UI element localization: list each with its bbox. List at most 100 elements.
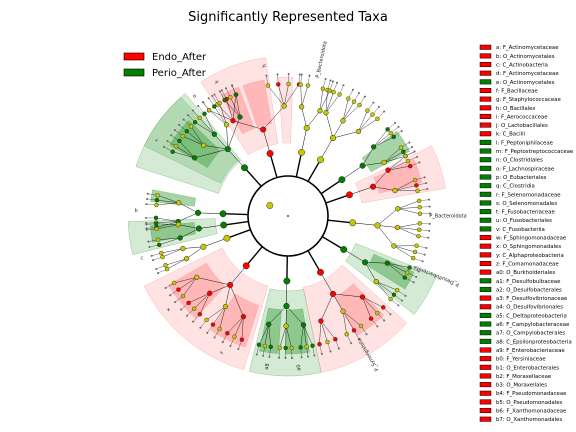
phylum-node-8 bbox=[340, 246, 348, 253]
link-of-7-0-2 bbox=[362, 296, 372, 319]
family-node-12-2-0 bbox=[365, 108, 370, 113]
family-node-7-2-1 bbox=[325, 339, 330, 345]
genus-node-6-2-0 bbox=[268, 355, 271, 358]
class-node-7 bbox=[329, 290, 337, 297]
genus-node-12-2-0 bbox=[372, 101, 375, 104]
family-node-1-3-1 bbox=[212, 104, 217, 109]
phylum-node-1 bbox=[241, 164, 248, 172]
link-of-12-1-2 bbox=[342, 104, 360, 121]
key-swatch-k bbox=[479, 131, 492, 137]
key-swatch-p bbox=[479, 174, 492, 180]
order-node-0-0 bbox=[230, 118, 236, 124]
genus-node-8-0-2 bbox=[412, 281, 415, 284]
genus-node-12-0-2 bbox=[342, 84, 345, 87]
family-node-1-3-2 bbox=[217, 100, 222, 106]
key-swatch-w bbox=[479, 235, 492, 241]
family-node-7-2-0 bbox=[333, 337, 338, 342]
family-node-4-0-0 bbox=[164, 266, 170, 272]
phylum-node-4 bbox=[223, 234, 231, 242]
sector-label-9: x bbox=[166, 307, 172, 314]
key-swatch-a9 bbox=[479, 347, 492, 353]
family-node-10-1-0 bbox=[412, 177, 418, 183]
order-node-3-1 bbox=[175, 221, 181, 228]
link-of-7-2-0 bbox=[320, 320, 336, 340]
key-label-r: r: F_Selenomonadaceae bbox=[496, 192, 561, 198]
link-co-5-1 bbox=[225, 284, 231, 307]
order-node-5-0 bbox=[240, 313, 247, 320]
family-node-2-1-0 bbox=[154, 202, 159, 208]
genus-node-9-0-0 bbox=[428, 198, 431, 201]
family-node-10-0-1 bbox=[405, 158, 411, 164]
link-co-4-0 bbox=[186, 246, 204, 259]
link-co-1-0 bbox=[194, 148, 228, 159]
link-co-9-2 bbox=[377, 225, 395, 247]
family-node-6-0-0 bbox=[310, 343, 315, 348]
highlight-sector-22 bbox=[361, 130, 411, 173]
key-label-b: b: O_Actinomycetales bbox=[496, 54, 555, 60]
link-rp-4 bbox=[226, 229, 251, 239]
link-rp-10 bbox=[325, 194, 350, 204]
link-of-6-0-2 bbox=[300, 324, 304, 348]
genus-node-0-0-1 bbox=[211, 94, 214, 97]
genus-node-8-1-1 bbox=[401, 299, 404, 302]
link-of-5-2-0 bbox=[199, 293, 210, 315]
order-node-9-1 bbox=[394, 224, 401, 231]
family-node-9-2-1 bbox=[412, 249, 418, 255]
family-node-0-1-2 bbox=[286, 81, 291, 87]
link-of-12-1-1 bbox=[342, 101, 355, 121]
genus-node-10-1-0 bbox=[423, 176, 426, 179]
order-node-4-1 bbox=[180, 245, 186, 252]
family-node-8-0-0 bbox=[407, 265, 412, 270]
order-node-12-2 bbox=[355, 128, 362, 135]
genus-node-2-1-0 bbox=[145, 203, 148, 206]
link-rp-9 bbox=[327, 219, 353, 224]
family-node-1-3-0 bbox=[206, 107, 212, 113]
highlight-sector-3 bbox=[278, 76, 294, 144]
genus-node-1-4-1 bbox=[224, 87, 227, 90]
link-co-6-0 bbox=[286, 305, 304, 326]
link-of-6-1-0 bbox=[285, 325, 292, 348]
order-node-3-0 bbox=[177, 235, 183, 241]
family-node-12-1-2 bbox=[357, 102, 362, 108]
link-of-1-4-1 bbox=[230, 97, 241, 118]
genus-node-8-0-0 bbox=[417, 270, 420, 273]
key-label-p: p: O_Eubacteriales bbox=[496, 175, 547, 181]
link-of-0-1-2 bbox=[283, 83, 289, 107]
family-node-13-1-1 bbox=[327, 88, 333, 94]
family-node-1-0-1 bbox=[173, 144, 179, 149]
genus-node-1-1-1 bbox=[178, 123, 181, 126]
legend: Endo_After Perio_After bbox=[123, 52, 207, 79]
family-node-2-1-1 bbox=[154, 197, 160, 203]
link-of-4-1-1 bbox=[161, 248, 183, 254]
link-co-1-2 bbox=[214, 134, 228, 150]
link-co-7-0 bbox=[332, 293, 363, 298]
family-node-1-0-2 bbox=[177, 138, 182, 144]
genus-node-5-1-1 bbox=[206, 331, 209, 334]
genus-node-1-0-2 bbox=[170, 134, 173, 137]
genus-node-6-1-0 bbox=[290, 356, 293, 359]
link-co-0-1 bbox=[263, 105, 285, 130]
link-co-9-0 bbox=[377, 208, 398, 226]
family-node-9-1-1 bbox=[417, 227, 422, 232]
link-of-11-1-0 bbox=[383, 147, 402, 163]
link-of-1-0-0 bbox=[172, 151, 195, 159]
class-node-0 bbox=[260, 126, 267, 133]
highlight-sector-11 bbox=[210, 293, 260, 348]
genus-node-7-1-2 bbox=[350, 342, 353, 345]
link-of-11-0-2 bbox=[373, 136, 394, 148]
genus-node-7-2-2 bbox=[320, 352, 323, 355]
link-of-12-2-2 bbox=[358, 118, 378, 132]
link-of-1-4-0 bbox=[224, 100, 241, 118]
highlight-sector-15 bbox=[259, 307, 282, 354]
link-of-13-0-0 bbox=[300, 84, 302, 107]
link-pc-12 bbox=[320, 137, 334, 160]
link-co-13-0 bbox=[301, 106, 307, 129]
phylum-node-3 bbox=[220, 221, 228, 229]
link-pc-13 bbox=[301, 127, 307, 153]
link-of-8-1-1 bbox=[376, 281, 395, 295]
link-rp-12 bbox=[307, 159, 322, 182]
genus-node-9-0-1 bbox=[428, 205, 431, 208]
link-rp-3 bbox=[223, 220, 249, 226]
link-of-3-0-1 bbox=[158, 237, 181, 240]
class-node-2 bbox=[195, 209, 202, 216]
